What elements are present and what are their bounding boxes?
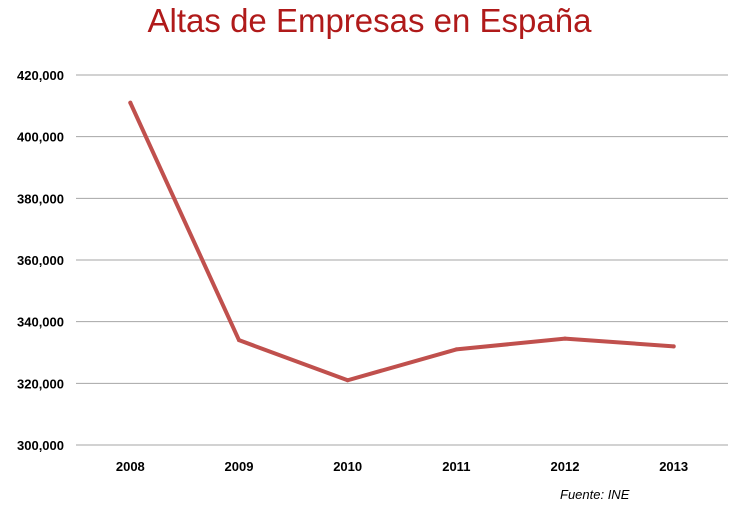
y-tick-label: 300,000: [17, 438, 64, 453]
x-tick-label: 2012: [551, 459, 580, 474]
y-tick-label: 400,000: [17, 130, 64, 145]
y-axis-ticks: 300,000 320,000 340,000 360,000 380,000 400,0…: [17, 68, 64, 453]
y-tick-label: 380,000: [17, 191, 64, 206]
y-tick-label: 360,000: [17, 253, 64, 268]
x-tick-label: 2011: [442, 459, 470, 474]
gridlines: [76, 74, 728, 446]
data-point: [454, 347, 459, 352]
series-line: [128, 100, 676, 383]
series: [128, 100, 676, 383]
data-point: [345, 378, 350, 383]
y-tick-label: 320,000: [17, 376, 64, 391]
y-tick-label: 420,000: [17, 68, 64, 83]
chart-title: Altas de Empresas en España: [147, 2, 592, 39]
x-tick-label: 2009: [225, 459, 254, 474]
y-tick-label: 340,000: [17, 315, 64, 330]
data-point: [563, 336, 567, 341]
data-point: [128, 100, 133, 105]
data-point: [671, 344, 676, 349]
x-axis-ticks: 2008 2009 2010 2011 2012 2013: [116, 459, 688, 474]
x-tick-label: 2010: [333, 459, 362, 474]
x-tick-label: 2013: [659, 459, 688, 474]
x-tick-label: 2008: [116, 459, 145, 474]
source-note: Fuente: INE: [560, 487, 630, 502]
data-point: [237, 338, 241, 343]
